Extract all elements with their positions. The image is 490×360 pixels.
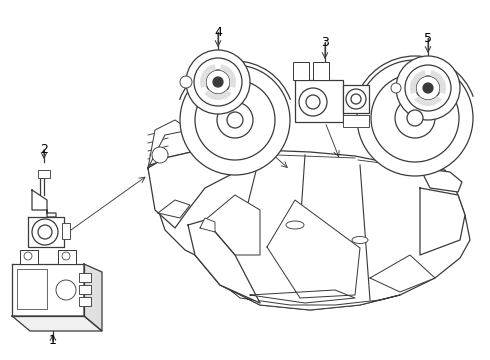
Ellipse shape [286,221,304,229]
Polygon shape [188,220,260,303]
Polygon shape [420,168,462,192]
Circle shape [416,76,440,100]
Polygon shape [267,200,360,298]
Circle shape [346,89,366,109]
Circle shape [194,58,242,106]
Circle shape [395,98,435,138]
Polygon shape [12,264,84,316]
Polygon shape [410,70,426,94]
Polygon shape [220,64,236,88]
Circle shape [56,280,76,300]
Bar [79,285,91,294]
Bar [17,269,47,309]
Circle shape [407,110,423,126]
Bar [58,250,76,264]
Text: 1: 1 [49,334,57,347]
Circle shape [186,50,250,114]
Circle shape [391,83,401,93]
Circle shape [217,102,253,138]
Polygon shape [84,264,102,331]
Circle shape [306,95,320,109]
Polygon shape [200,218,215,232]
Text: 3: 3 [321,36,329,49]
Bar [343,115,369,127]
Circle shape [396,56,460,120]
Ellipse shape [352,237,368,243]
Text: 2: 2 [40,143,48,156]
Polygon shape [204,90,232,100]
Circle shape [299,88,327,116]
Polygon shape [158,200,190,218]
Circle shape [405,65,451,111]
Polygon shape [430,70,446,94]
Circle shape [24,252,32,260]
Polygon shape [200,64,216,88]
Bar [343,85,369,113]
Polygon shape [370,255,435,292]
Text: 5: 5 [424,32,432,45]
Bar [293,62,309,80]
Polygon shape [148,120,190,168]
Polygon shape [205,195,260,255]
Circle shape [213,77,223,87]
Circle shape [351,94,361,104]
Polygon shape [28,217,64,247]
Bar [79,297,91,306]
Bar [38,170,50,178]
Circle shape [32,219,58,245]
Bar [79,273,91,282]
Polygon shape [250,290,355,303]
Circle shape [180,65,290,175]
Circle shape [62,252,70,260]
Bar [313,62,329,80]
Bar [20,250,38,264]
Circle shape [38,225,52,239]
Circle shape [195,80,275,160]
Circle shape [371,74,459,162]
Circle shape [423,83,433,93]
Circle shape [227,112,243,128]
Polygon shape [148,150,470,310]
Polygon shape [420,188,465,255]
Polygon shape [12,316,102,331]
Text: 4: 4 [214,26,222,39]
Circle shape [152,147,168,163]
Circle shape [206,70,230,94]
Polygon shape [414,96,442,106]
Polygon shape [195,255,400,310]
Bar [295,80,343,122]
Bar [62,223,70,239]
Circle shape [180,76,192,88]
Polygon shape [148,150,260,228]
Polygon shape [32,190,56,217]
Circle shape [357,60,473,176]
